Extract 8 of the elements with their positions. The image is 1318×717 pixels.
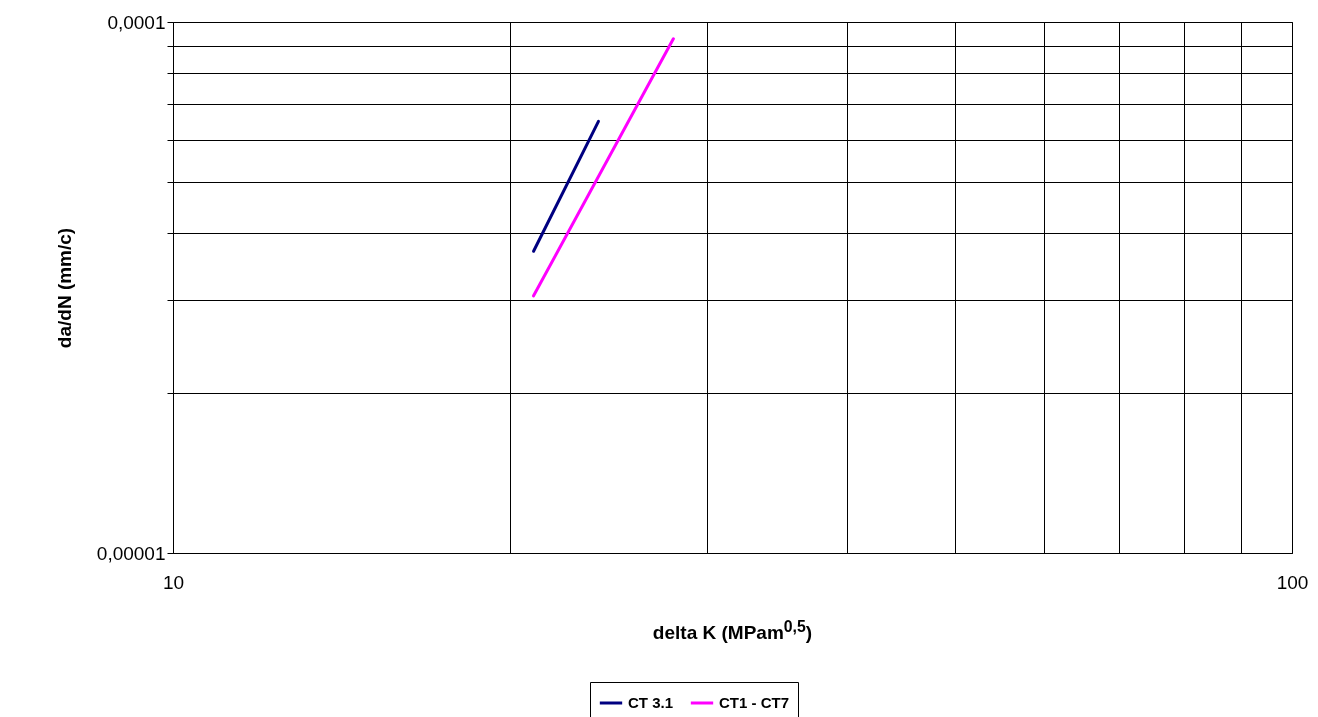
x-axis-title: delta K (MPam$^{0,5}$) [651, 618, 814, 645]
y-tick-label: 0,00001 [96, 542, 166, 564]
legend-label: CT1 - CT7 [719, 694, 790, 711]
y-axis-title: da/dN (mm/c) [53, 227, 75, 349]
legend-label: CT 3.1 [628, 694, 674, 711]
x-tick-label: 10 [162, 571, 185, 593]
x-tick-label: 100 [1276, 571, 1309, 593]
y-tick-label: 0,0001 [107, 11, 166, 33]
